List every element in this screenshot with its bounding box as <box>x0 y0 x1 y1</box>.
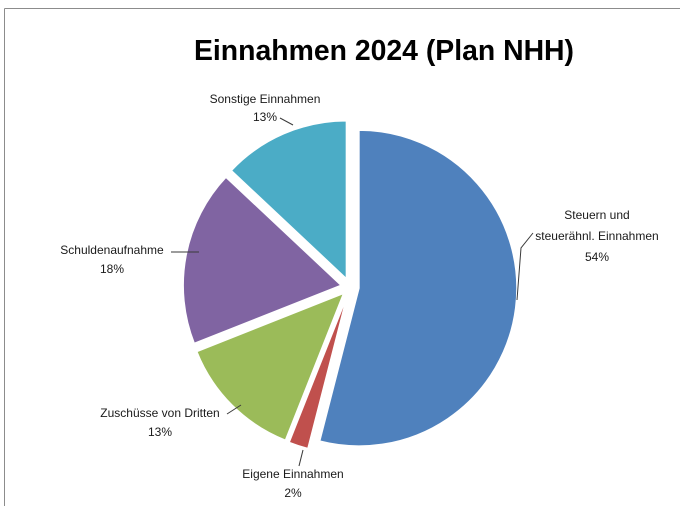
leader-lines <box>171 117 534 467</box>
slice-data-label-0: 54% <box>585 250 609 264</box>
slice-label-4-line-0: Sonstige Einnahmen <box>210 92 321 106</box>
slice-label-1-line-0: Eigene Einnahmen <box>242 467 343 481</box>
leader-line-2 <box>226 404 242 415</box>
pie-slice-3 <box>182 176 343 345</box>
pie-slice-1 <box>288 295 348 450</box>
slice-label-3-line-0: Schuldenaufnahme <box>60 243 164 257</box>
slice-label-0-line-1: steuerähnl. Einnahmen <box>535 229 658 243</box>
pie-slices <box>182 119 518 450</box>
chart-title: Einnahmen 2024 (Plan NHH) <box>194 35 574 67</box>
slice-data-label-3: 18% <box>100 262 124 276</box>
pie-slice-2 <box>195 292 345 442</box>
slice-data-label-1: 2% <box>284 486 302 500</box>
slice-labels: Steuern und steuerähnl. Einnahmen 54% Eigen… <box>60 92 658 500</box>
slice-data-label-4: 13% <box>253 110 277 124</box>
leader-line-1 <box>298 449 304 467</box>
slice-label-2-line-0: Zuschüsse von Dritten <box>100 406 219 420</box>
slice-label-0-line-0: Steuern und <box>564 208 629 222</box>
slice-data-label-2: 13% <box>148 425 172 439</box>
leader-line-0 <box>516 232 534 301</box>
leader-line-4 <box>279 117 294 126</box>
pie-slice-0 <box>318 129 518 447</box>
pie-slice-4 <box>230 119 348 281</box>
